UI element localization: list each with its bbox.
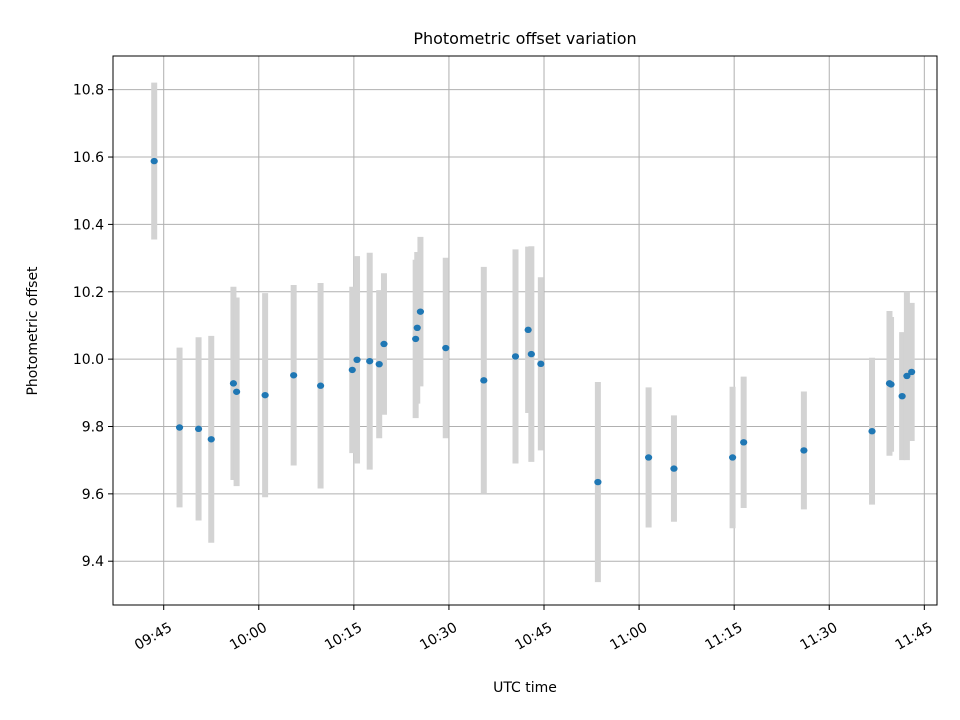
- y-tick-label: 9.4: [82, 554, 104, 570]
- data-point: [261, 391, 269, 399]
- y-tick-label: 10.2: [73, 285, 104, 301]
- chart-title: Photometric offset variation: [413, 29, 636, 48]
- data-point: [903, 372, 911, 380]
- data-point: [366, 357, 374, 365]
- y-tick-label: 10.4: [73, 217, 104, 233]
- data-point: [527, 350, 535, 358]
- y-tick-label: 9.8: [82, 419, 104, 435]
- data-point: [524, 326, 532, 334]
- y-tick-label: 10.6: [73, 150, 104, 166]
- data-point: [416, 308, 425, 315]
- data-point: [728, 454, 737, 461]
- plot-frame: [112, 55, 938, 606]
- x-axis-label: UTC time: [493, 680, 557, 696]
- data-point: [316, 382, 325, 389]
- y-tick-label: 10.0: [73, 352, 104, 368]
- data-point: [670, 465, 678, 472]
- data-points: [150, 157, 916, 486]
- data-point: [480, 377, 488, 384]
- data-point: [150, 157, 158, 165]
- data-point: [594, 478, 602, 486]
- grid-lines: [113, 56, 937, 605]
- data-point: [413, 324, 421, 332]
- data-point: [194, 425, 203, 433]
- data-point: [290, 372, 298, 379]
- data-point: [348, 366, 356, 374]
- data-point: [229, 380, 238, 387]
- data-point: [412, 335, 420, 343]
- data-point: [645, 454, 653, 461]
- data-point: [442, 344, 450, 352]
- data-point: [740, 439, 748, 446]
- data-point: [537, 360, 545, 368]
- data-point: [908, 368, 916, 376]
- data-point: [511, 353, 520, 360]
- data-point: [887, 381, 895, 388]
- y-axis-ticks: 9.4 9.6 9.8 10.0 10.2 10.4 10.6 10.8: [73, 83, 113, 570]
- data-point: [800, 447, 808, 454]
- data-point: [375, 360, 383, 368]
- data-point: [175, 424, 184, 431]
- y-tick-label: 9.6: [82, 487, 104, 503]
- data-point: [353, 356, 361, 364]
- data-point: [898, 392, 906, 400]
- data-point: [868, 428, 876, 435]
- data-point: [207, 436, 215, 443]
- data-point: [233, 388, 241, 395]
- data-point: [380, 340, 388, 348]
- y-tick-label: 10.8: [73, 83, 104, 99]
- y-axis-label: Photometric offset: [25, 266, 41, 396]
